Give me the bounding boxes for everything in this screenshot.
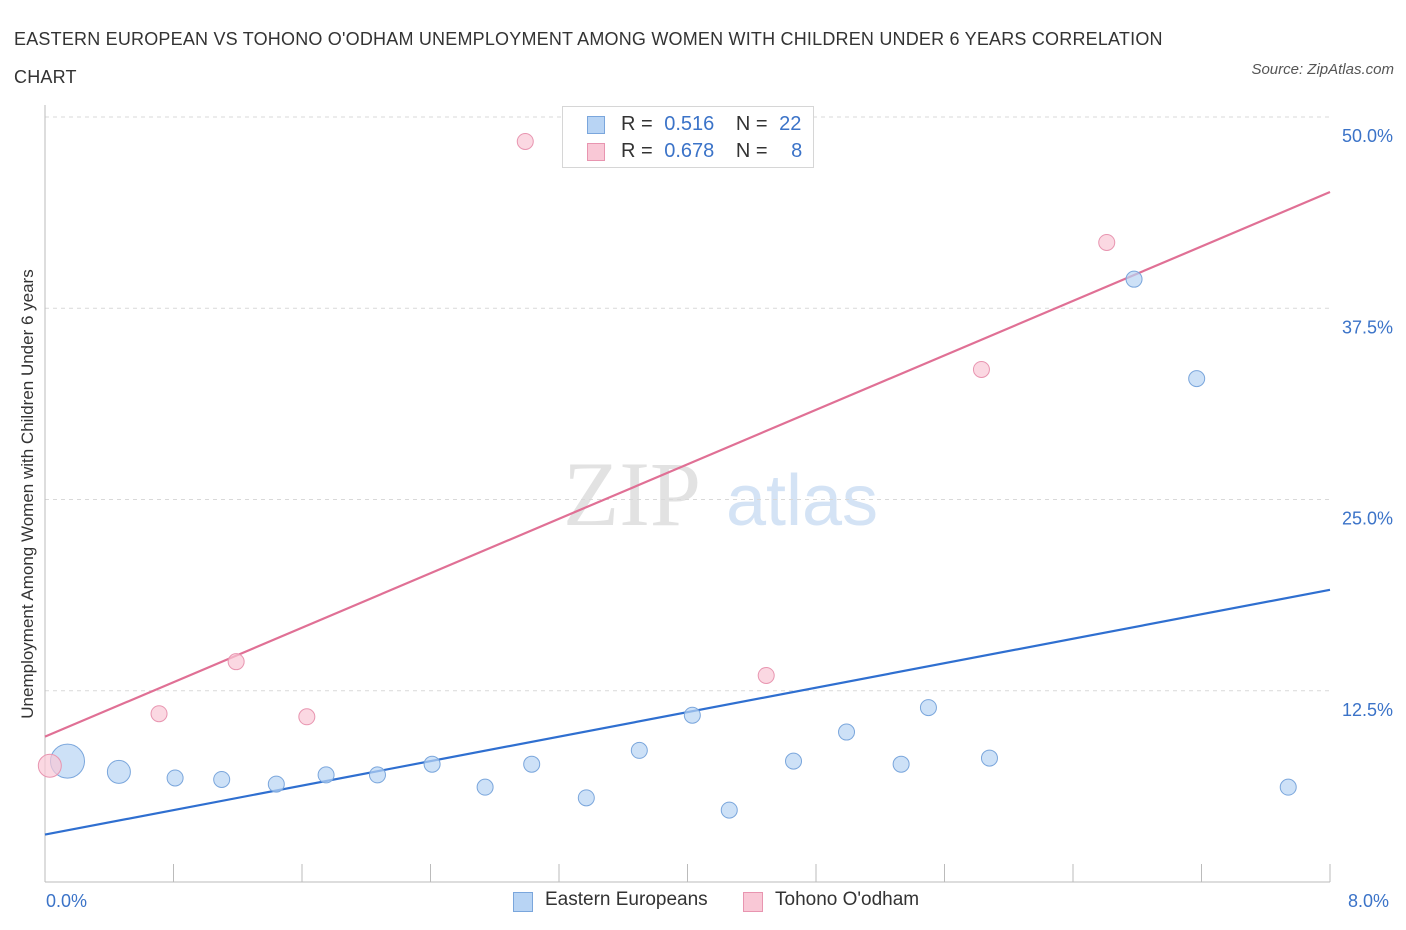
y-axis-label: Unemployment Among Women with Children U… <box>18 269 37 719</box>
data-point-eastern-europeans <box>368 766 386 784</box>
n-value: 8 <box>791 140 803 162</box>
legend-swatch-blue <box>513 892 533 912</box>
y-tick-label: 37.5% <box>1342 317 1393 337</box>
data-point-eastern-europeans <box>892 755 910 773</box>
chart-title: EASTERN EUROPEAN VS TOHONO O'ODHAM UNEMP… <box>14 29 1163 87</box>
data-point-eastern-europeans <box>919 699 937 717</box>
data-point-eastern-europeans <box>683 706 701 724</box>
n-value: 22 <box>779 113 802 135</box>
watermark: ZIP atlas <box>563 443 878 545</box>
data-point-tohono-oodham <box>516 132 534 150</box>
legend-label: Tohono O'odham <box>775 889 920 910</box>
data-point-eastern-europeans <box>523 755 541 773</box>
y-tick-label: 12.5% <box>1342 700 1393 720</box>
data-point-eastern-europeans <box>106 759 131 784</box>
data-point-tohono-oodham <box>37 753 62 778</box>
x-axis-max-label: 8.0% <box>1348 891 1390 911</box>
data-point-eastern-europeans <box>577 789 595 807</box>
x-axis-min-label: 0.0% <box>46 891 88 911</box>
data-point-eastern-europeans <box>980 749 998 767</box>
r-label: R = <box>621 140 653 162</box>
data-point-eastern-europeans <box>423 755 441 773</box>
data-point-eastern-europeans <box>630 741 648 759</box>
trend-line-tohono-oodham <box>44 190 1331 738</box>
data-point-eastern-europeans <box>785 752 803 770</box>
n-label: N = <box>735 140 768 162</box>
data-point-eastern-europeans <box>476 778 494 796</box>
data-point-eastern-europeans <box>1125 270 1143 288</box>
data-point-eastern-europeans <box>166 769 184 787</box>
legend-label: Eastern Europeans <box>545 889 708 910</box>
source-note: Source: ZipAtlas.com <box>1251 61 1394 78</box>
data-point-eastern-europeans <box>267 775 285 793</box>
data-point-tohono-oodham <box>227 653 245 671</box>
data-point-tohono-oodham <box>150 705 168 723</box>
r-value: 0.516 <box>664 113 715 135</box>
data-point-eastern-europeans <box>213 770 231 788</box>
watermark-atlas: atlas <box>726 461 878 541</box>
y-tick-label: 50.0% <box>1342 126 1393 146</box>
data-point-tohono-oodham <box>757 666 775 684</box>
data-point-eastern-europeans <box>1279 778 1297 796</box>
correlation-legend: R = 0.516 N = 22 R = 0.678 N = 8 <box>562 106 814 168</box>
data-point-tohono-oodham <box>298 708 316 726</box>
legend-swatch-blue <box>587 116 605 134</box>
r-label: R = <box>621 113 653 135</box>
data-point-eastern-europeans <box>720 801 738 819</box>
n-label: N = <box>735 113 768 135</box>
y-tick-label: 25.0% <box>1342 509 1393 529</box>
legend-swatch-pink <box>587 143 605 161</box>
data-point-eastern-europeans <box>1188 370 1206 388</box>
data-point-eastern-europeans <box>317 766 335 784</box>
data-point-eastern-europeans <box>838 723 856 741</box>
r-value: 0.678 <box>664 140 715 162</box>
watermark-zip: ZIP <box>563 443 701 545</box>
data-point-tohono-oodham <box>972 360 990 378</box>
legend-swatch-pink <box>743 892 763 912</box>
data-point-tohono-oodham <box>1098 233 1116 251</box>
